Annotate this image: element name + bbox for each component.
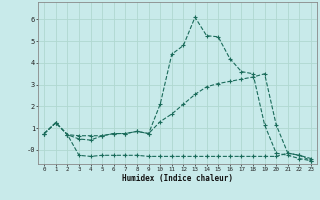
X-axis label: Humidex (Indice chaleur): Humidex (Indice chaleur)	[122, 174, 233, 183]
